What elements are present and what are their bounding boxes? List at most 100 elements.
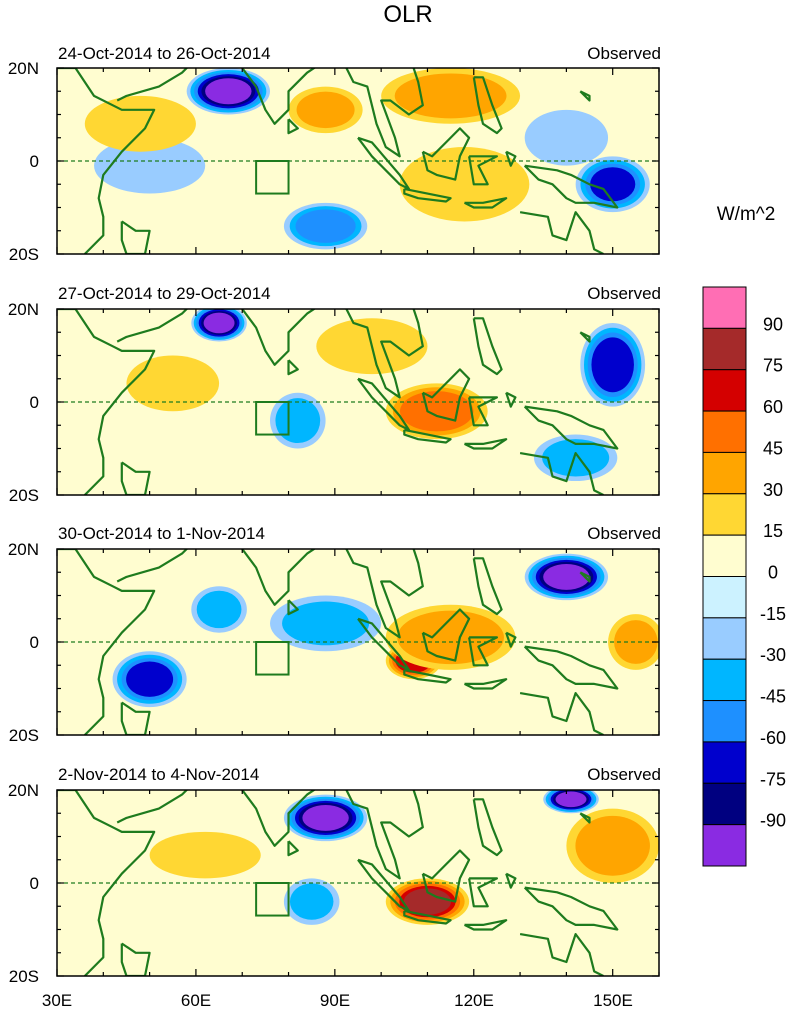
olr-anomaly-feature <box>385 878 470 925</box>
contour-level-fill <box>126 355 220 412</box>
olr-panel: 27-Oct-2014 to 29-Oct-2014 Observed 20N … <box>8 284 661 505</box>
olr-anomaly-feature <box>149 831 261 879</box>
panel-source-label: Observed <box>587 284 661 303</box>
coastline <box>240 68 424 158</box>
coastline <box>472 76 503 135</box>
map-plot <box>56 548 660 736</box>
contour-level-fill <box>590 167 636 202</box>
coastline <box>57 790 156 976</box>
coastline <box>468 636 498 667</box>
coastline <box>120 701 151 735</box>
contour-level-fill <box>397 610 504 665</box>
region-box <box>255 160 290 195</box>
colorbar: 90 75 60 45 30 15 0 -15 -30 -45 -60 -75 -90 <box>702 286 786 867</box>
colorbar-swatch <box>702 451 747 495</box>
contour-level-fill <box>282 601 370 646</box>
coastline <box>287 118 299 135</box>
contour-level-fill <box>203 312 235 334</box>
colorbar-swatch <box>702 824 747 867</box>
lon-tick-120e: 120E <box>454 991 494 1010</box>
coastline <box>421 849 471 903</box>
coastline <box>403 668 452 684</box>
coastline <box>421 127 471 181</box>
coastline <box>519 932 604 976</box>
contour-level-fill <box>543 563 590 590</box>
colorbar-label: 0 <box>768 563 778 583</box>
colorbar-swatch <box>702 658 747 702</box>
contour-level-fill <box>575 815 650 876</box>
colorbar-swatch <box>702 534 747 578</box>
contour-level-fill <box>275 398 321 444</box>
coastline <box>240 549 424 639</box>
coastline <box>519 211 604 254</box>
lon-tick-60e: 60E <box>181 991 211 1010</box>
coastline <box>579 90 591 102</box>
coastline <box>240 790 424 880</box>
contour-level-fill <box>399 147 530 222</box>
contour-level-fill <box>149 831 261 879</box>
figure-title: OLR <box>383 1 432 28</box>
coastline <box>240 309 424 399</box>
coastline <box>57 549 156 735</box>
olr-anomaly-feature <box>533 434 618 482</box>
lat-tick-0: 0 <box>30 633 39 652</box>
coastline <box>519 691 604 735</box>
contour-level-fill <box>614 620 658 664</box>
olr-anomaly-feature <box>270 392 326 449</box>
colorbar-label: -90 <box>760 811 786 831</box>
coastline <box>403 428 452 444</box>
coastline <box>523 886 619 931</box>
colorbar-label: -15 <box>760 604 786 624</box>
coastline <box>523 164 619 209</box>
contour-level-fill <box>542 439 610 477</box>
olr-anomaly-feature <box>288 86 363 134</box>
colorbar-swatch <box>702 286 747 329</box>
coastline <box>523 405 619 450</box>
colorbar-label: -60 <box>760 728 786 748</box>
region-box <box>255 641 290 676</box>
coastline <box>116 549 189 583</box>
contour-level-fill <box>403 888 452 915</box>
lat-tick-20s: 20S <box>9 486 39 505</box>
coastline <box>579 812 591 824</box>
olr-anomaly-feature <box>186 68 271 115</box>
coastline <box>116 790 189 824</box>
colorbar-swatch <box>702 493 747 536</box>
colorbar-label: 30 <box>763 480 783 500</box>
lat-tick-20n: 20N <box>8 540 39 559</box>
contour-level-fill <box>84 95 196 152</box>
olr-anomaly-feature <box>566 808 659 883</box>
coastline <box>468 155 498 186</box>
colorbar-label: -30 <box>760 645 786 665</box>
coastline <box>120 461 151 495</box>
lat-tick-20n: 20N <box>8 781 39 800</box>
coastline <box>579 331 591 343</box>
olr-anomaly-feature <box>543 790 599 814</box>
coastline <box>403 909 452 925</box>
map-plot <box>56 789 660 977</box>
panel-source-label: Observed <box>587 765 661 784</box>
olr-panel: 2-Nov-2014 to 4-Nov-2014 Observed 20N 0 … <box>8 765 661 986</box>
coastline <box>120 942 151 976</box>
lat-tick-20n: 20N <box>8 300 39 319</box>
colorbar-swatch <box>702 576 747 619</box>
colorbar-swatch <box>702 782 747 826</box>
colorbar-label: 15 <box>763 521 783 541</box>
contour-level-fill <box>591 337 634 393</box>
olr-anomaly-feature <box>191 586 247 633</box>
contour-level-fill <box>302 804 349 831</box>
region-box <box>255 401 290 436</box>
olr-anomaly-feature <box>381 68 521 124</box>
colorbar-swatch <box>702 700 747 743</box>
contour-level-fill <box>555 791 587 808</box>
colorbar-swatch <box>702 327 747 371</box>
coastline <box>116 68 189 102</box>
coastline <box>403 187 452 203</box>
olr-anomaly-feature <box>283 202 368 250</box>
lon-tick-30e: 30E <box>42 991 72 1010</box>
coastline <box>468 877 498 908</box>
olr-panel: 24-Oct-2014 to 26-Oct-2014 Observed 20N … <box>8 44 661 264</box>
coastline <box>120 220 151 254</box>
contour-level-fill <box>205 78 252 105</box>
colorbar-label: -75 <box>760 769 786 789</box>
